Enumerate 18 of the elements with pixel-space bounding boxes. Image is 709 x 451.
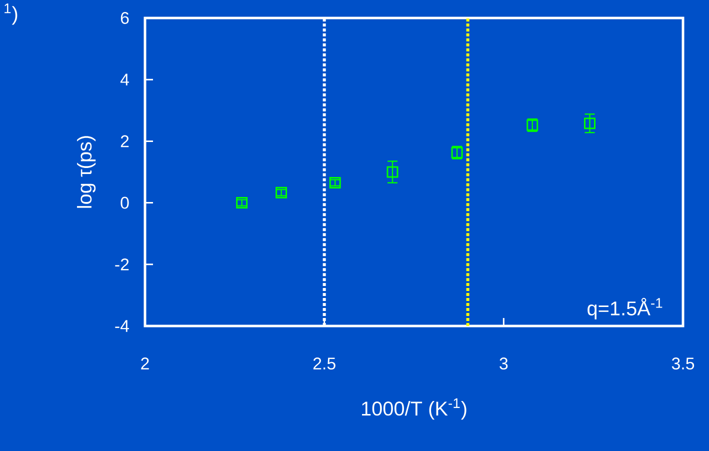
y-tick-label: 0 <box>120 196 129 209</box>
y-tick-label: 6 <box>120 12 129 24</box>
point <box>584 118 596 130</box>
y-tick-label: -4 <box>115 320 129 332</box>
x-tick-label: 2 <box>141 358 149 370</box>
text: $^{1}$) <box>4 4 18 25</box>
point <box>329 177 341 189</box>
x-tick-label: 3.5 <box>672 358 694 370</box>
y-tick-label: -2 <box>115 258 129 270</box>
point <box>386 166 398 178</box>
y-axis-title: log τ(ps) <box>77 136 96 208</box>
x-axis-title: 1000/T (K$^{-1}$) <box>362 398 466 420</box>
y-tick-label: 2 <box>120 135 129 148</box>
x-tick-label: 3 <box>500 358 508 370</box>
y-tick-label: 4 <box>120 74 129 86</box>
annotation: q=1.5Å$^{-1}$ <box>588 298 662 320</box>
point <box>236 197 248 209</box>
x-tick-label: 2.5 <box>313 358 336 370</box>
